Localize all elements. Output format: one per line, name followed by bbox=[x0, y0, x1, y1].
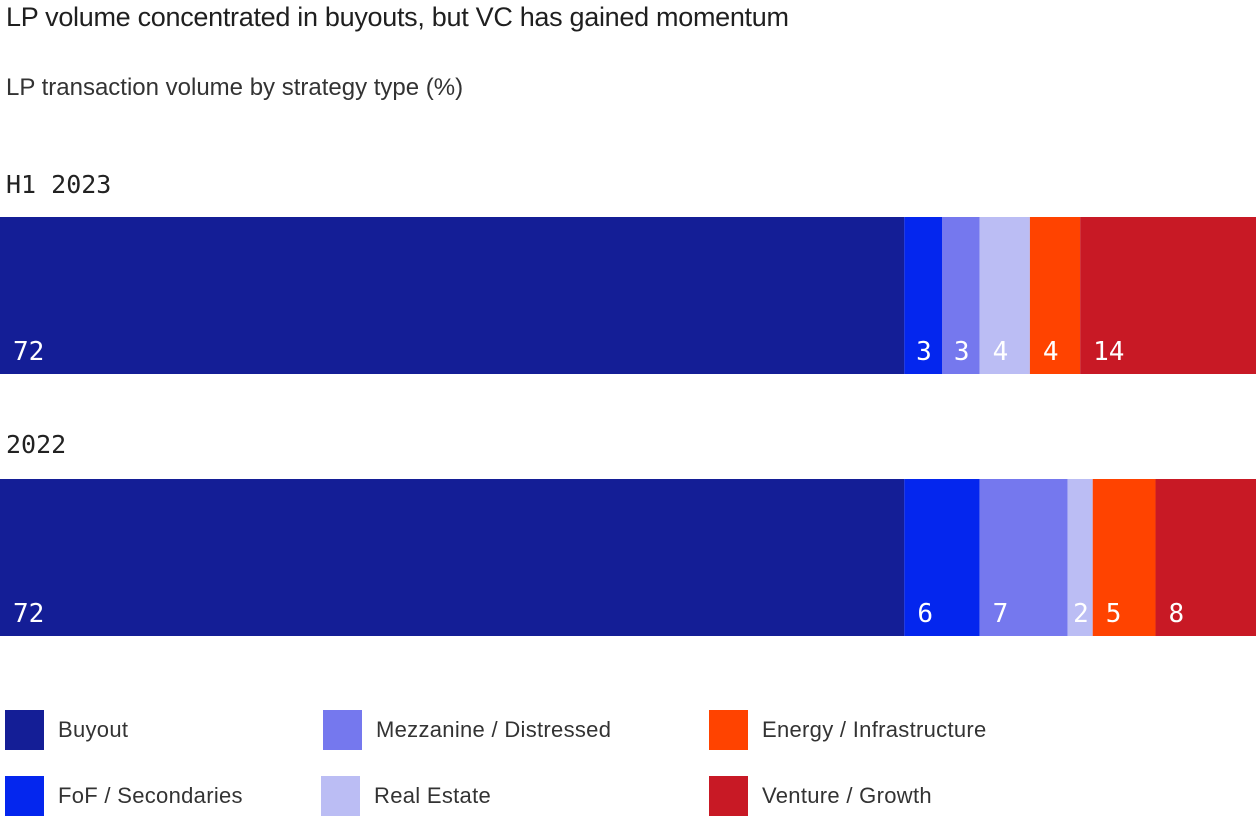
legend-item-energy: Energy / Infrastructure bbox=[709, 710, 987, 750]
data-label-2022-energy-infrastructure: 5 bbox=[1106, 599, 1122, 629]
legend-label-real-estate: Real Estate bbox=[374, 783, 492, 808]
legend-label-buyout: Buyout bbox=[58, 717, 129, 742]
bar-h1-2023-energy-infrastructure bbox=[1029, 217, 1081, 374]
legend-swatch-venture bbox=[709, 776, 748, 816]
bar-h1-2023-buyout bbox=[0, 217, 905, 374]
legend-item-venture: Venture / Growth bbox=[709, 776, 932, 816]
legend-swatch-buyout bbox=[5, 710, 44, 750]
data-label-h1-2023-real-estate: 4 bbox=[993, 337, 1009, 367]
legend-swatch-energy bbox=[709, 710, 748, 750]
chart-subtitle: LP transaction volume by strategy type (… bbox=[6, 74, 464, 101]
data-label-h1-2023-energy-infrastructure: 4 bbox=[1043, 337, 1059, 367]
data-label-2022-mezzanine-distressed: 7 bbox=[993, 599, 1009, 629]
legend-label-mezzanine: Mezzanine / Distressed bbox=[376, 717, 612, 742]
legend-item-buyout: Buyout bbox=[5, 710, 128, 750]
bar-h1-2023-real-estate bbox=[979, 217, 1030, 374]
legend-item-real-estate: Real Estate bbox=[321, 776, 491, 816]
data-label-2022-real-estate: 2 bbox=[1073, 599, 1089, 629]
data-label-2022-fof-secondaries: 6 bbox=[917, 599, 933, 629]
data-label-h1-2023-mezzanine-distressed: 3 bbox=[954, 337, 970, 367]
bar-h1-2023-mezzanine-distressed bbox=[942, 217, 980, 374]
legend-label-fof: FoF / Secondaries bbox=[58, 783, 243, 808]
bar-2022-fof-secondaries bbox=[904, 479, 980, 636]
data-label-2022-venture-growth: 8 bbox=[1169, 599, 1185, 629]
bar-h1-2023-fof-secondaries bbox=[904, 217, 942, 374]
legend-swatch-fof bbox=[5, 776, 44, 816]
legend-swatch-real-estate bbox=[321, 776, 360, 816]
bar-2022-real-estate bbox=[1067, 479, 1093, 636]
legend-item-fof: FoF / Secondaries bbox=[5, 776, 243, 816]
row-label-2022: 2022 bbox=[6, 430, 67, 459]
data-label-h1-2023-buyout: 72 bbox=[13, 337, 44, 367]
legend-label-energy: Energy / Infrastructure bbox=[762, 717, 987, 742]
bar-2022-mezzanine-distressed bbox=[979, 479, 1068, 636]
bar-h1-2023-venture-growth bbox=[1080, 217, 1256, 374]
legend-label-venture: Venture / Growth bbox=[762, 783, 932, 808]
bar-2022-venture-growth bbox=[1155, 479, 1256, 636]
chart-title: LP volume concentrated in buyouts, but V… bbox=[6, 2, 789, 32]
bar-2022-buyout bbox=[0, 479, 905, 636]
data-label-2022-buyout: 72 bbox=[13, 599, 44, 629]
legend-item-mezzanine: Mezzanine / Distressed bbox=[323, 710, 611, 750]
row-label-h1-2023: H1 2023 bbox=[6, 170, 112, 199]
legend-swatch-mezzanine bbox=[323, 710, 362, 750]
data-label-h1-2023-venture-growth: 14 bbox=[1093, 337, 1124, 367]
data-label-h1-2023-fof-secondaries: 3 bbox=[916, 337, 932, 367]
bar-2022-energy-infrastructure bbox=[1092, 479, 1156, 636]
